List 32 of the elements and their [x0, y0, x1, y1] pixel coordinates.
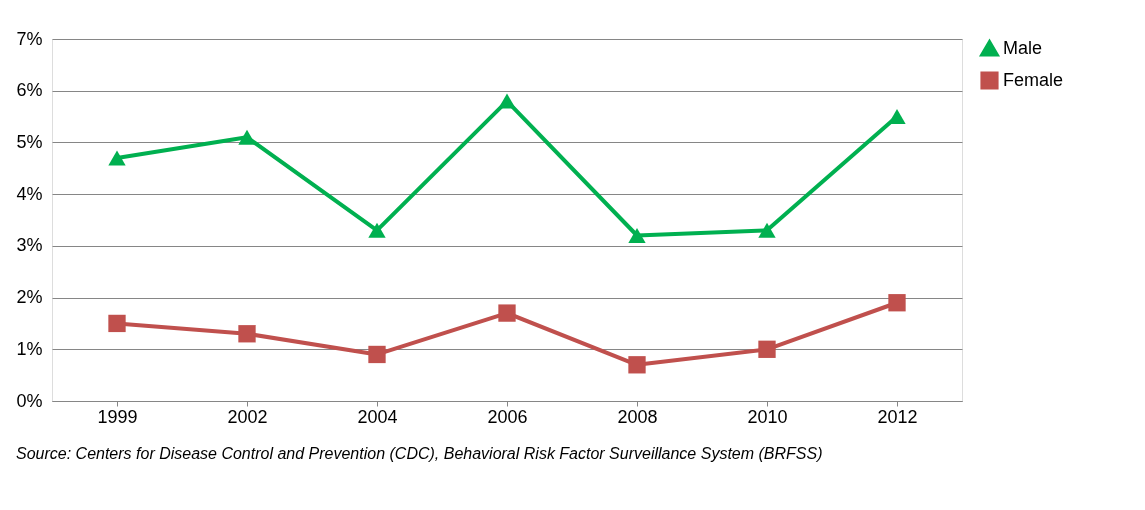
legend-label: Female: [1003, 69, 1064, 90]
point: [498, 93, 516, 109]
point: [368, 222, 386, 238]
point: [758, 222, 776, 238]
x-tick-label: 2012: [877, 406, 918, 427]
point: [238, 129, 256, 145]
y-tick-label: 4%: [16, 183, 43, 204]
x-tick-label: 2008: [617, 406, 658, 427]
point: [628, 228, 646, 244]
point: [108, 314, 126, 333]
legend-label: Male: [1003, 37, 1043, 58]
y-tick-label: 1%: [16, 338, 43, 359]
point: [888, 109, 906, 125]
y-tick-label: 7%: [16, 28, 43, 49]
x-tick-label: 2010: [747, 406, 788, 427]
point: [368, 345, 386, 364]
source-note: Source: Centers for Disease Control and Prevention (CDC), Behavioral Risk Factor Surveillance System (BRFSS): [15, 445, 823, 462]
point: [758, 340, 776, 358]
y-tick-label: 0%: [16, 390, 43, 411]
point: [888, 294, 906, 312]
point: [108, 150, 126, 166]
x-tick-label: 2004: [357, 406, 398, 427]
point: [238, 325, 256, 343]
y-tick-label: 3%: [16, 235, 43, 256]
y-tick-label: 2%: [16, 287, 43, 308]
point: [498, 304, 516, 322]
y-tick-label: 6%: [16, 80, 43, 101]
x-tick-label: 1999: [97, 406, 138, 427]
x-tick-label: 2006: [487, 406, 528, 427]
y-tick-label: 5%: [16, 131, 43, 152]
point: [628, 356, 646, 374]
x-tick-label: 2002: [227, 406, 268, 427]
